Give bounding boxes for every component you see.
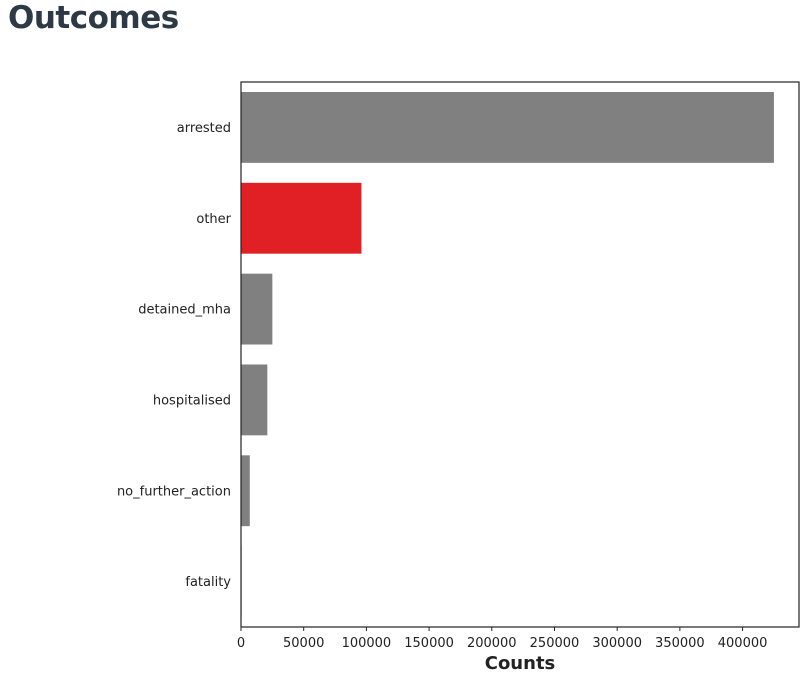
x-tick-label: 250000 (530, 636, 580, 651)
y-tick-label: detained_mha (138, 303, 231, 318)
x-tick-label: 150000 (404, 636, 454, 651)
y-tick-label: no_further_action (117, 484, 231, 499)
y-tick-label: other (196, 212, 231, 227)
bar-arrested (241, 91, 774, 163)
y-tick-label: fatality (185, 575, 231, 590)
bar-other (241, 182, 362, 254)
bar-detained-mha (241, 273, 273, 345)
x-tick-label: 0 (237, 636, 245, 651)
x-axis-title: Counts (485, 653, 556, 674)
bar-hospitalised (241, 364, 268, 436)
x-tick-label: 300000 (592, 636, 642, 651)
page-title: Outcomes (8, 0, 179, 36)
plot-frame (240, 81, 800, 628)
y-tick-label: arrested (177, 121, 231, 136)
y-tick-label: hospitalised (153, 393, 231, 408)
bar-no-further-action (241, 455, 250, 527)
y-tick-labels: arrested other detained_mha hospitalised no_… (117, 121, 232, 590)
x-tick-label: 400000 (718, 636, 768, 651)
x-ticks-group: 0 50000 100000 150000 200000 250000 300000 3500… (237, 627, 768, 651)
x-tick-label: 350000 (655, 636, 705, 651)
bars-group (241, 91, 774, 618)
x-tick-label: 50000 (283, 636, 324, 651)
x-tick-label: 100000 (342, 636, 392, 651)
x-tick-label: 200000 (467, 636, 517, 651)
